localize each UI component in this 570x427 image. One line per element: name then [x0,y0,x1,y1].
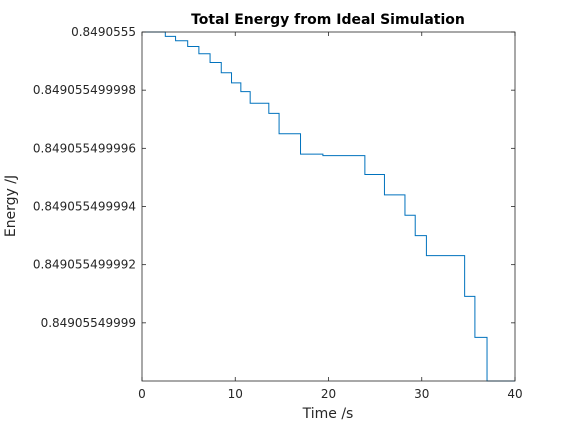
x-tick-label: 0 [138,387,146,401]
y-axis-label: Energy /J [3,175,19,237]
chart-title: Total Energy from Ideal Simulation [191,12,465,28]
y-tick-label: 0.849055499996 [33,141,136,155]
x-tick-label: 20 [321,387,336,401]
y-tick-label: 0.849055499992 [33,258,136,272]
x-axis: 0 10 20 30 40 [138,32,523,401]
plot-background [142,32,515,381]
x-tick-label: 10 [228,387,243,401]
y-tick-label: 0.849055499994 [33,200,136,214]
y-tick-label: 0.8490555 [71,25,136,39]
x-tick-label: 30 [414,387,429,401]
y-axis: 0.84905549999 0.849055499992 0.84905549999… [33,25,515,330]
x-axis-label: Time /s [302,406,354,422]
x-tick-label: 40 [507,387,522,401]
series-layer [142,31,515,382]
series-line-0 [142,31,515,382]
y-tick-label: 0.84905549999 [41,316,136,330]
y-tick-label: 0.849055499998 [33,83,136,97]
